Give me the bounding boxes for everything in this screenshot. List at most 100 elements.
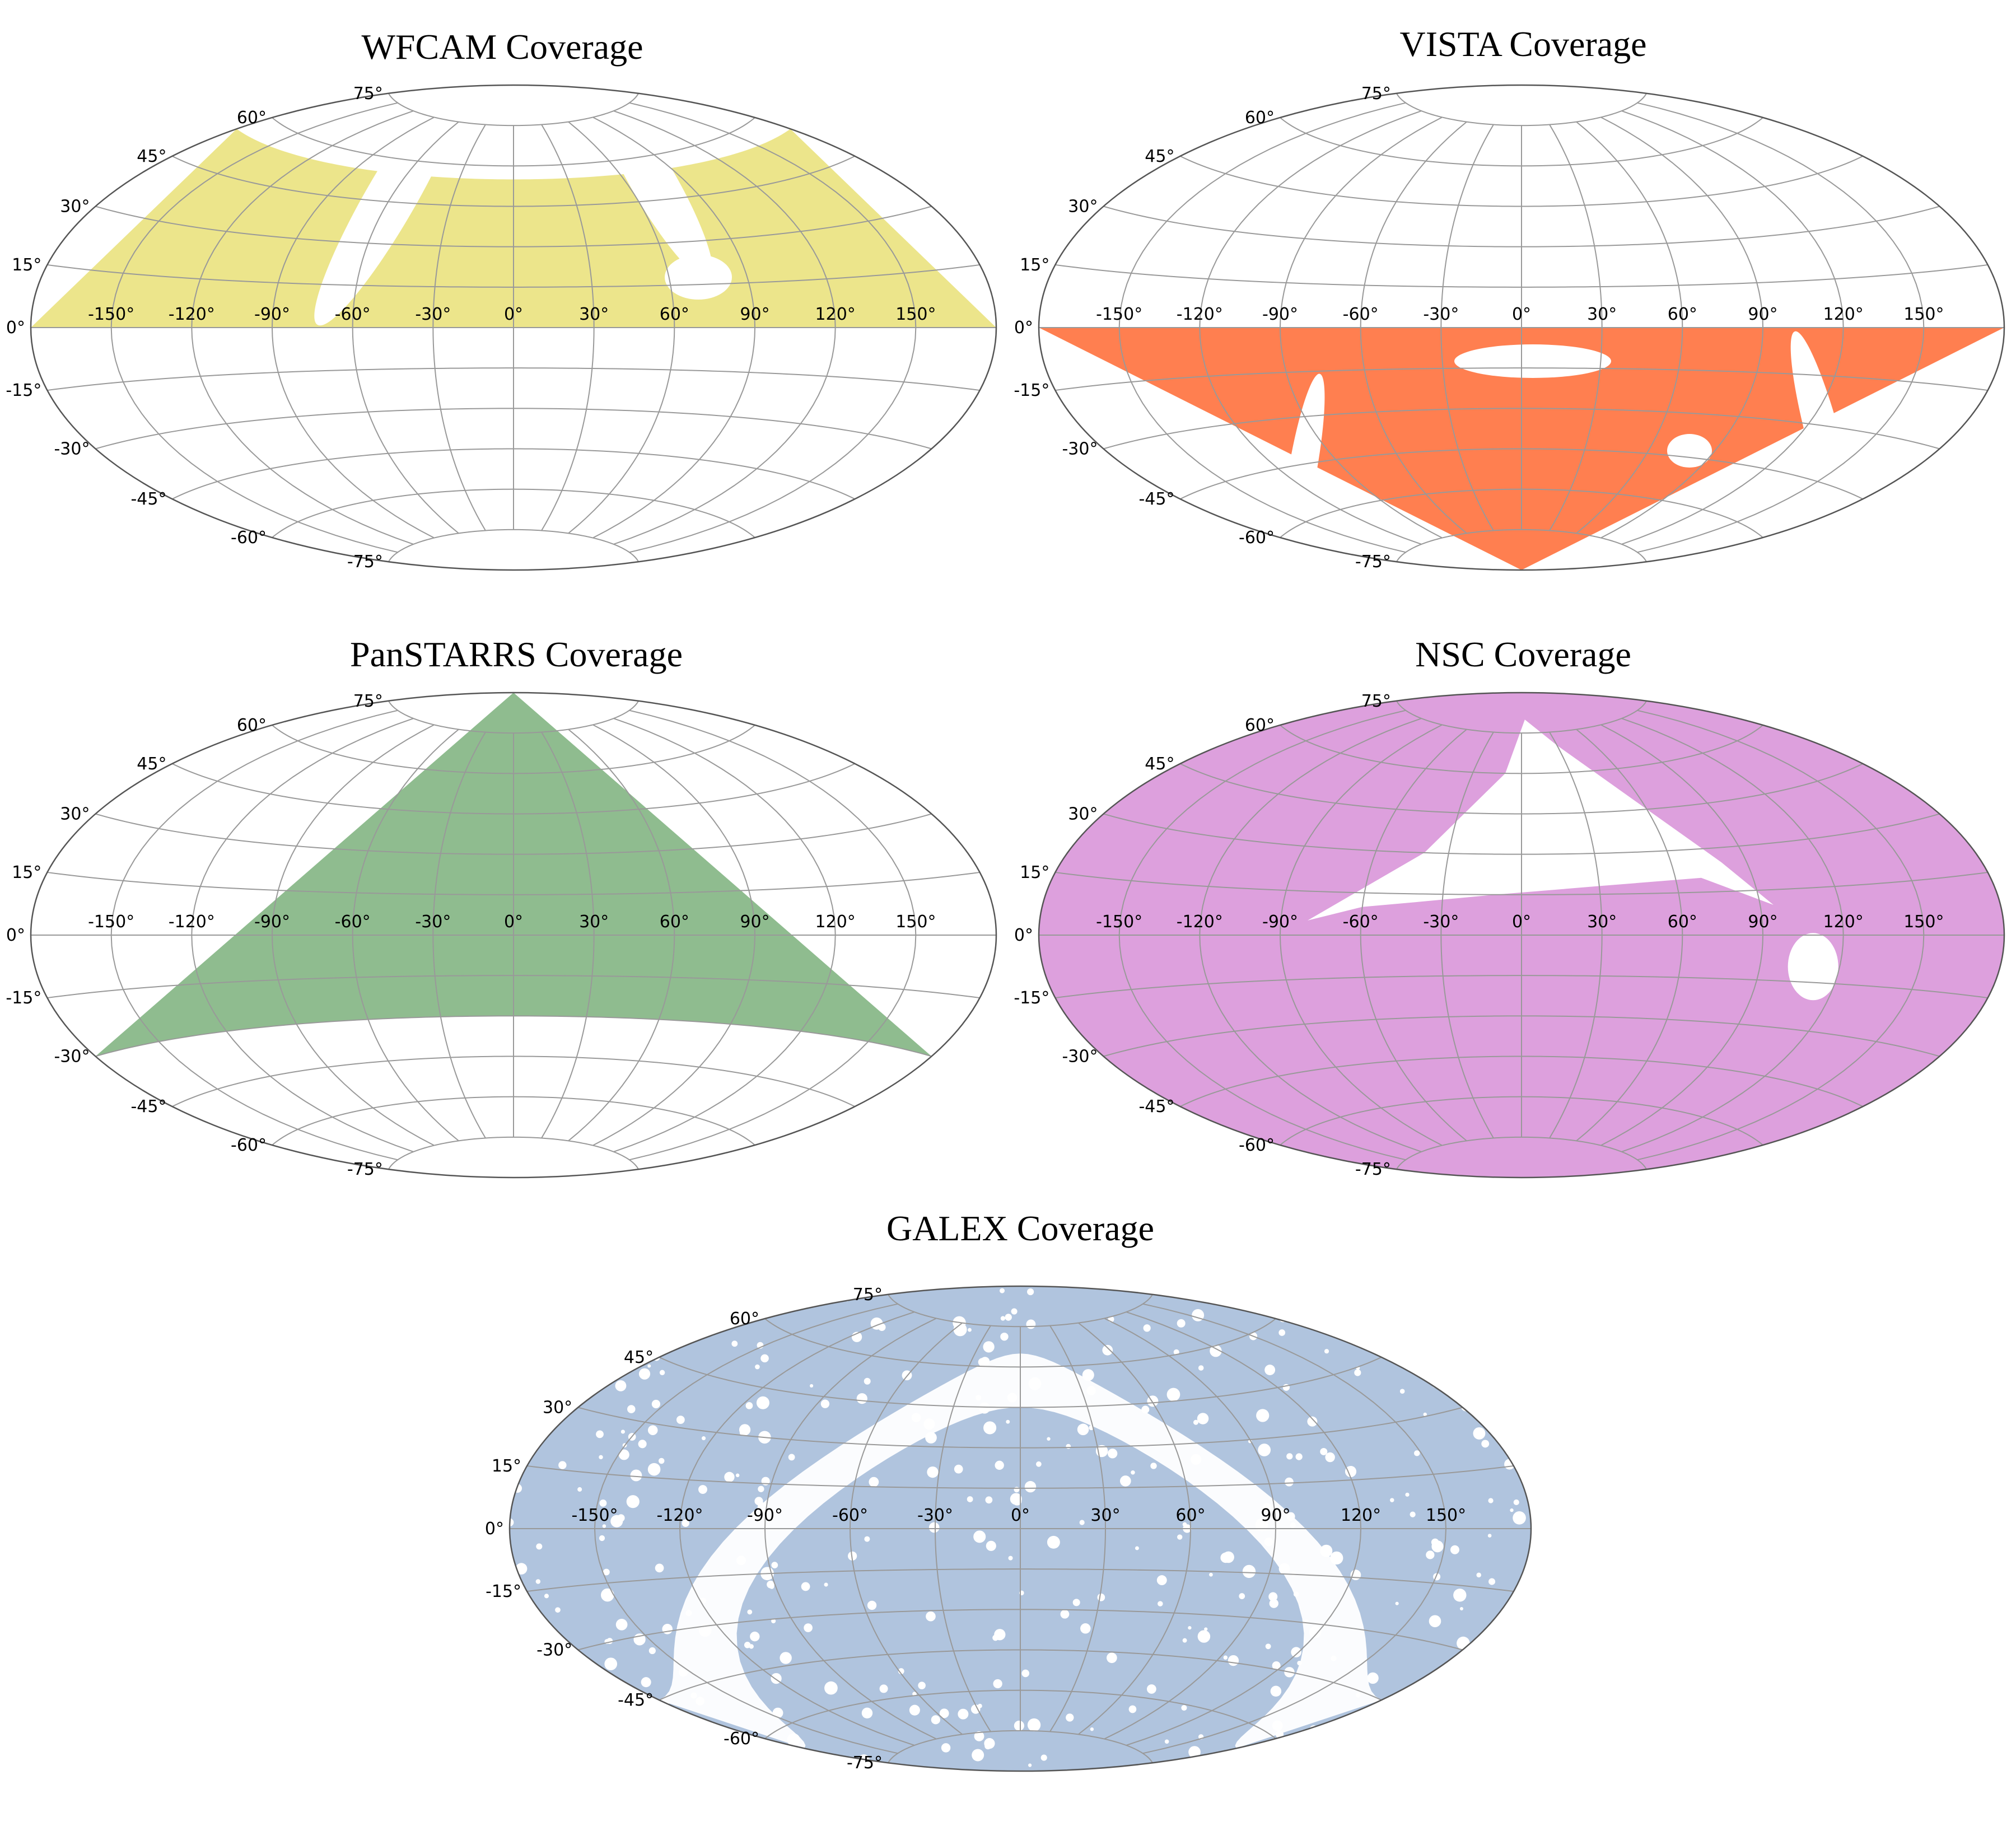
lat-tick-label: -15° [1014, 988, 1049, 1008]
panstarrs-graticule [31, 700, 996, 1170]
lon-tick-label: 60° [660, 305, 689, 324]
lat-tick-label: 45° [1145, 147, 1174, 166]
lat-tick-label: -15° [6, 381, 41, 400]
lon-tick-label: -30° [415, 305, 451, 324]
lon-tick-label: 90° [740, 305, 769, 324]
lon-tick-label: 90° [1748, 305, 1777, 324]
nsc-outline [1038, 692, 2005, 1179]
lon-tick-label: 60° [1175, 1506, 1205, 1525]
lat-tick-label: 15° [12, 863, 41, 882]
lon-tick-label: 90° [740, 912, 769, 932]
lon-tick-label: -150° [88, 305, 134, 324]
lon-tick-label: -60° [335, 305, 371, 324]
panstarrs-title: PanSTARRS Coverage [350, 634, 683, 674]
lon-tick-label: -120° [169, 912, 215, 932]
lat-tick-label: -45° [130, 489, 166, 509]
lat-tick-label: -60° [231, 528, 267, 548]
lon-tick-label: -60° [832, 1506, 868, 1525]
lon-tick-label: 0° [504, 305, 523, 324]
lon-tick-label: 60° [1668, 305, 1697, 324]
lon-tick-label: 120° [815, 912, 856, 932]
lon-tick-label: 150° [1903, 912, 1944, 932]
lon-tick-label: 60° [1668, 912, 1697, 932]
lon-tick-label: 150° [895, 305, 936, 324]
lon-tick-label: -90° [254, 305, 290, 324]
lat-tick-label: 75° [1361, 84, 1391, 104]
lon-tick-label: 0° [504, 912, 523, 932]
lon-tick-label: 120° [1823, 912, 1864, 932]
lon-tick-label: 30° [1090, 1506, 1120, 1525]
lon-tick-label: -120° [656, 1506, 703, 1525]
lat-tick-label: -15° [486, 1582, 521, 1601]
lon-tick-label: -90° [747, 1506, 783, 1525]
lat-tick-label: 60° [1245, 716, 1275, 735]
vista-outline [1038, 84, 2005, 571]
lon-tick-label: -60° [1343, 912, 1379, 932]
lon-tick-label: 120° [1823, 305, 1864, 324]
lon-tick-label: 150° [1426, 1506, 1466, 1525]
lon-tick-label: -30° [1423, 305, 1459, 324]
lon-tick-label: -150° [1096, 305, 1142, 324]
lon-tick-label: -60° [1343, 305, 1379, 324]
lat-tick-label: -75° [1355, 552, 1391, 572]
nsc-title: NSC Coverage [1415, 634, 1631, 674]
lon-tick-label: 30° [1587, 305, 1617, 324]
lat-tick-label: -45° [130, 1097, 166, 1117]
lon-tick-label: -90° [254, 912, 290, 932]
lon-tick-label: -120° [1177, 912, 1223, 932]
lat-tick-label: -75° [347, 1160, 383, 1179]
galex-outline [508, 1285, 1532, 1772]
lon-tick-label: -150° [1096, 912, 1142, 932]
lat-tick-label: -75° [347, 552, 383, 572]
lat-tick-label: 0° [1014, 318, 1033, 338]
lon-tick-label: -120° [169, 305, 215, 324]
lat-tick-label: 75° [1361, 692, 1391, 711]
lat-tick-label: 15° [1020, 255, 1049, 275]
lon-tick-label: 90° [1261, 1506, 1290, 1525]
lat-tick-label: 45° [137, 754, 166, 774]
lon-tick-label: -90° [1262, 912, 1298, 932]
lat-tick-label: -30° [1062, 440, 1098, 459]
lat-tick-label: 0° [485, 1519, 504, 1539]
lat-tick-label: 15° [492, 1456, 521, 1476]
galex-title: GALEX Coverage [886, 1208, 1154, 1248]
lat-tick-label: 30° [1068, 197, 1098, 217]
lat-tick-label: 75° [353, 692, 383, 711]
lat-tick-label: -60° [724, 1729, 759, 1749]
lat-tick-label: -75° [847, 1753, 883, 1773]
lat-tick-label: 75° [353, 84, 383, 104]
lon-tick-label: 120° [815, 305, 856, 324]
lat-tick-label: -75° [1355, 1160, 1391, 1179]
lon-tick-label: 150° [895, 912, 936, 932]
wfcam-outline [30, 84, 997, 571]
wfcam-title: WFCAM Coverage [361, 27, 643, 67]
lon-tick-label: 0° [1512, 305, 1531, 324]
galex-map: GALEX Coverage -150° -120° -90° -60° -30° 0° 30… [485, 1208, 1532, 1773]
lon-tick-label: 0° [1011, 1506, 1030, 1525]
lon-tick-label: 30° [1587, 912, 1617, 932]
lat-tick-label: 30° [60, 197, 90, 217]
galex-graticule [510, 1294, 1531, 1763]
lon-tick-label: 60° [660, 912, 689, 932]
lat-tick-label: -30° [1062, 1047, 1098, 1067]
lon-tick-label: -60° [335, 912, 371, 932]
lon-tick-label: 150° [1903, 305, 1944, 324]
lat-tick-label: 30° [60, 805, 90, 824]
lat-tick-label: -60° [231, 1136, 267, 1155]
lat-tick-label: -15° [6, 988, 41, 1008]
lat-tick-label: 0° [6, 926, 25, 945]
lon-tick-label: -150° [571, 1506, 618, 1525]
lat-tick-label: 60° [1245, 108, 1275, 128]
lon-tick-label: -30° [415, 912, 451, 932]
lat-tick-label: -60° [1239, 1136, 1275, 1155]
lat-tick-label: 15° [1020, 863, 1049, 882]
lat-tick-label: -15° [1014, 381, 1049, 400]
lat-tick-label: -30° [536, 1641, 572, 1660]
lon-tick-label: -30° [917, 1506, 953, 1525]
lon-tick-label: 90° [1748, 912, 1777, 932]
wfcam-map: WFCAM Coverage -150° -120° -90° -60° -30° 0° 30… [6, 27, 997, 572]
lat-tick-label: 45° [1145, 754, 1174, 774]
lat-tick-label: 60° [237, 108, 267, 128]
lon-tick-label: 0° [1512, 912, 1531, 932]
